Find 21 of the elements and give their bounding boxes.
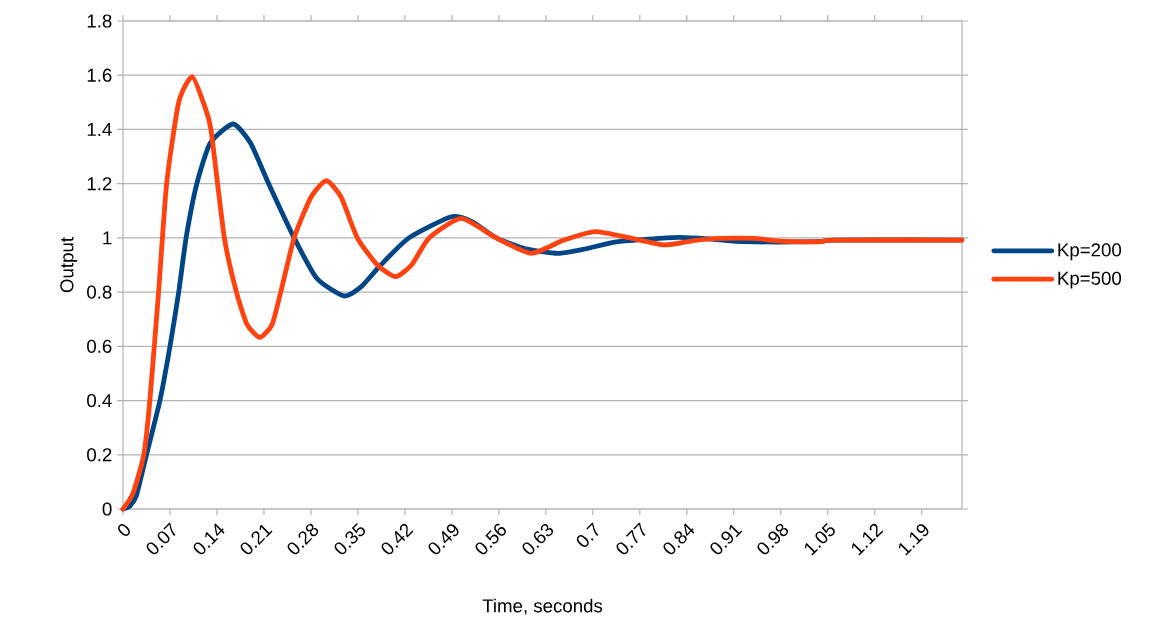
x-tick-label: 0.7	[576, 522, 599, 547]
y-tick-label: 0.4	[87, 393, 112, 408]
y-tick-label: 0.8	[87, 285, 112, 299]
y-tick-label: 1	[103, 231, 112, 245]
y-tick-label: 0.2	[87, 448, 112, 462]
y-tick-label: 1.2	[87, 177, 112, 191]
x-tick-label: 0.49	[428, 524, 459, 555]
x-tick-label: 0.21	[240, 524, 273, 555]
y-axis-title: Output	[60, 237, 78, 293]
y-tick-label: 1.8	[87, 14, 112, 28]
legend-label: Kp=200	[1058, 243, 1122, 261]
x-tick-label: 0.63	[522, 523, 554, 555]
legend-label: Kp=500	[1058, 271, 1122, 289]
y-tick-label: 0	[102, 502, 112, 516]
x-tick-label: 0.56	[475, 523, 507, 555]
x-tick-label: 0	[118, 524, 130, 536]
y-tick-label: 0.6	[87, 339, 112, 353]
y-tick-label: 1.4	[87, 123, 112, 136]
x-axis-title: Time, seconds	[482, 598, 603, 615]
y-tick-label: 1.6	[87, 68, 112, 82]
x-tick-label: 0.91	[710, 524, 743, 555]
